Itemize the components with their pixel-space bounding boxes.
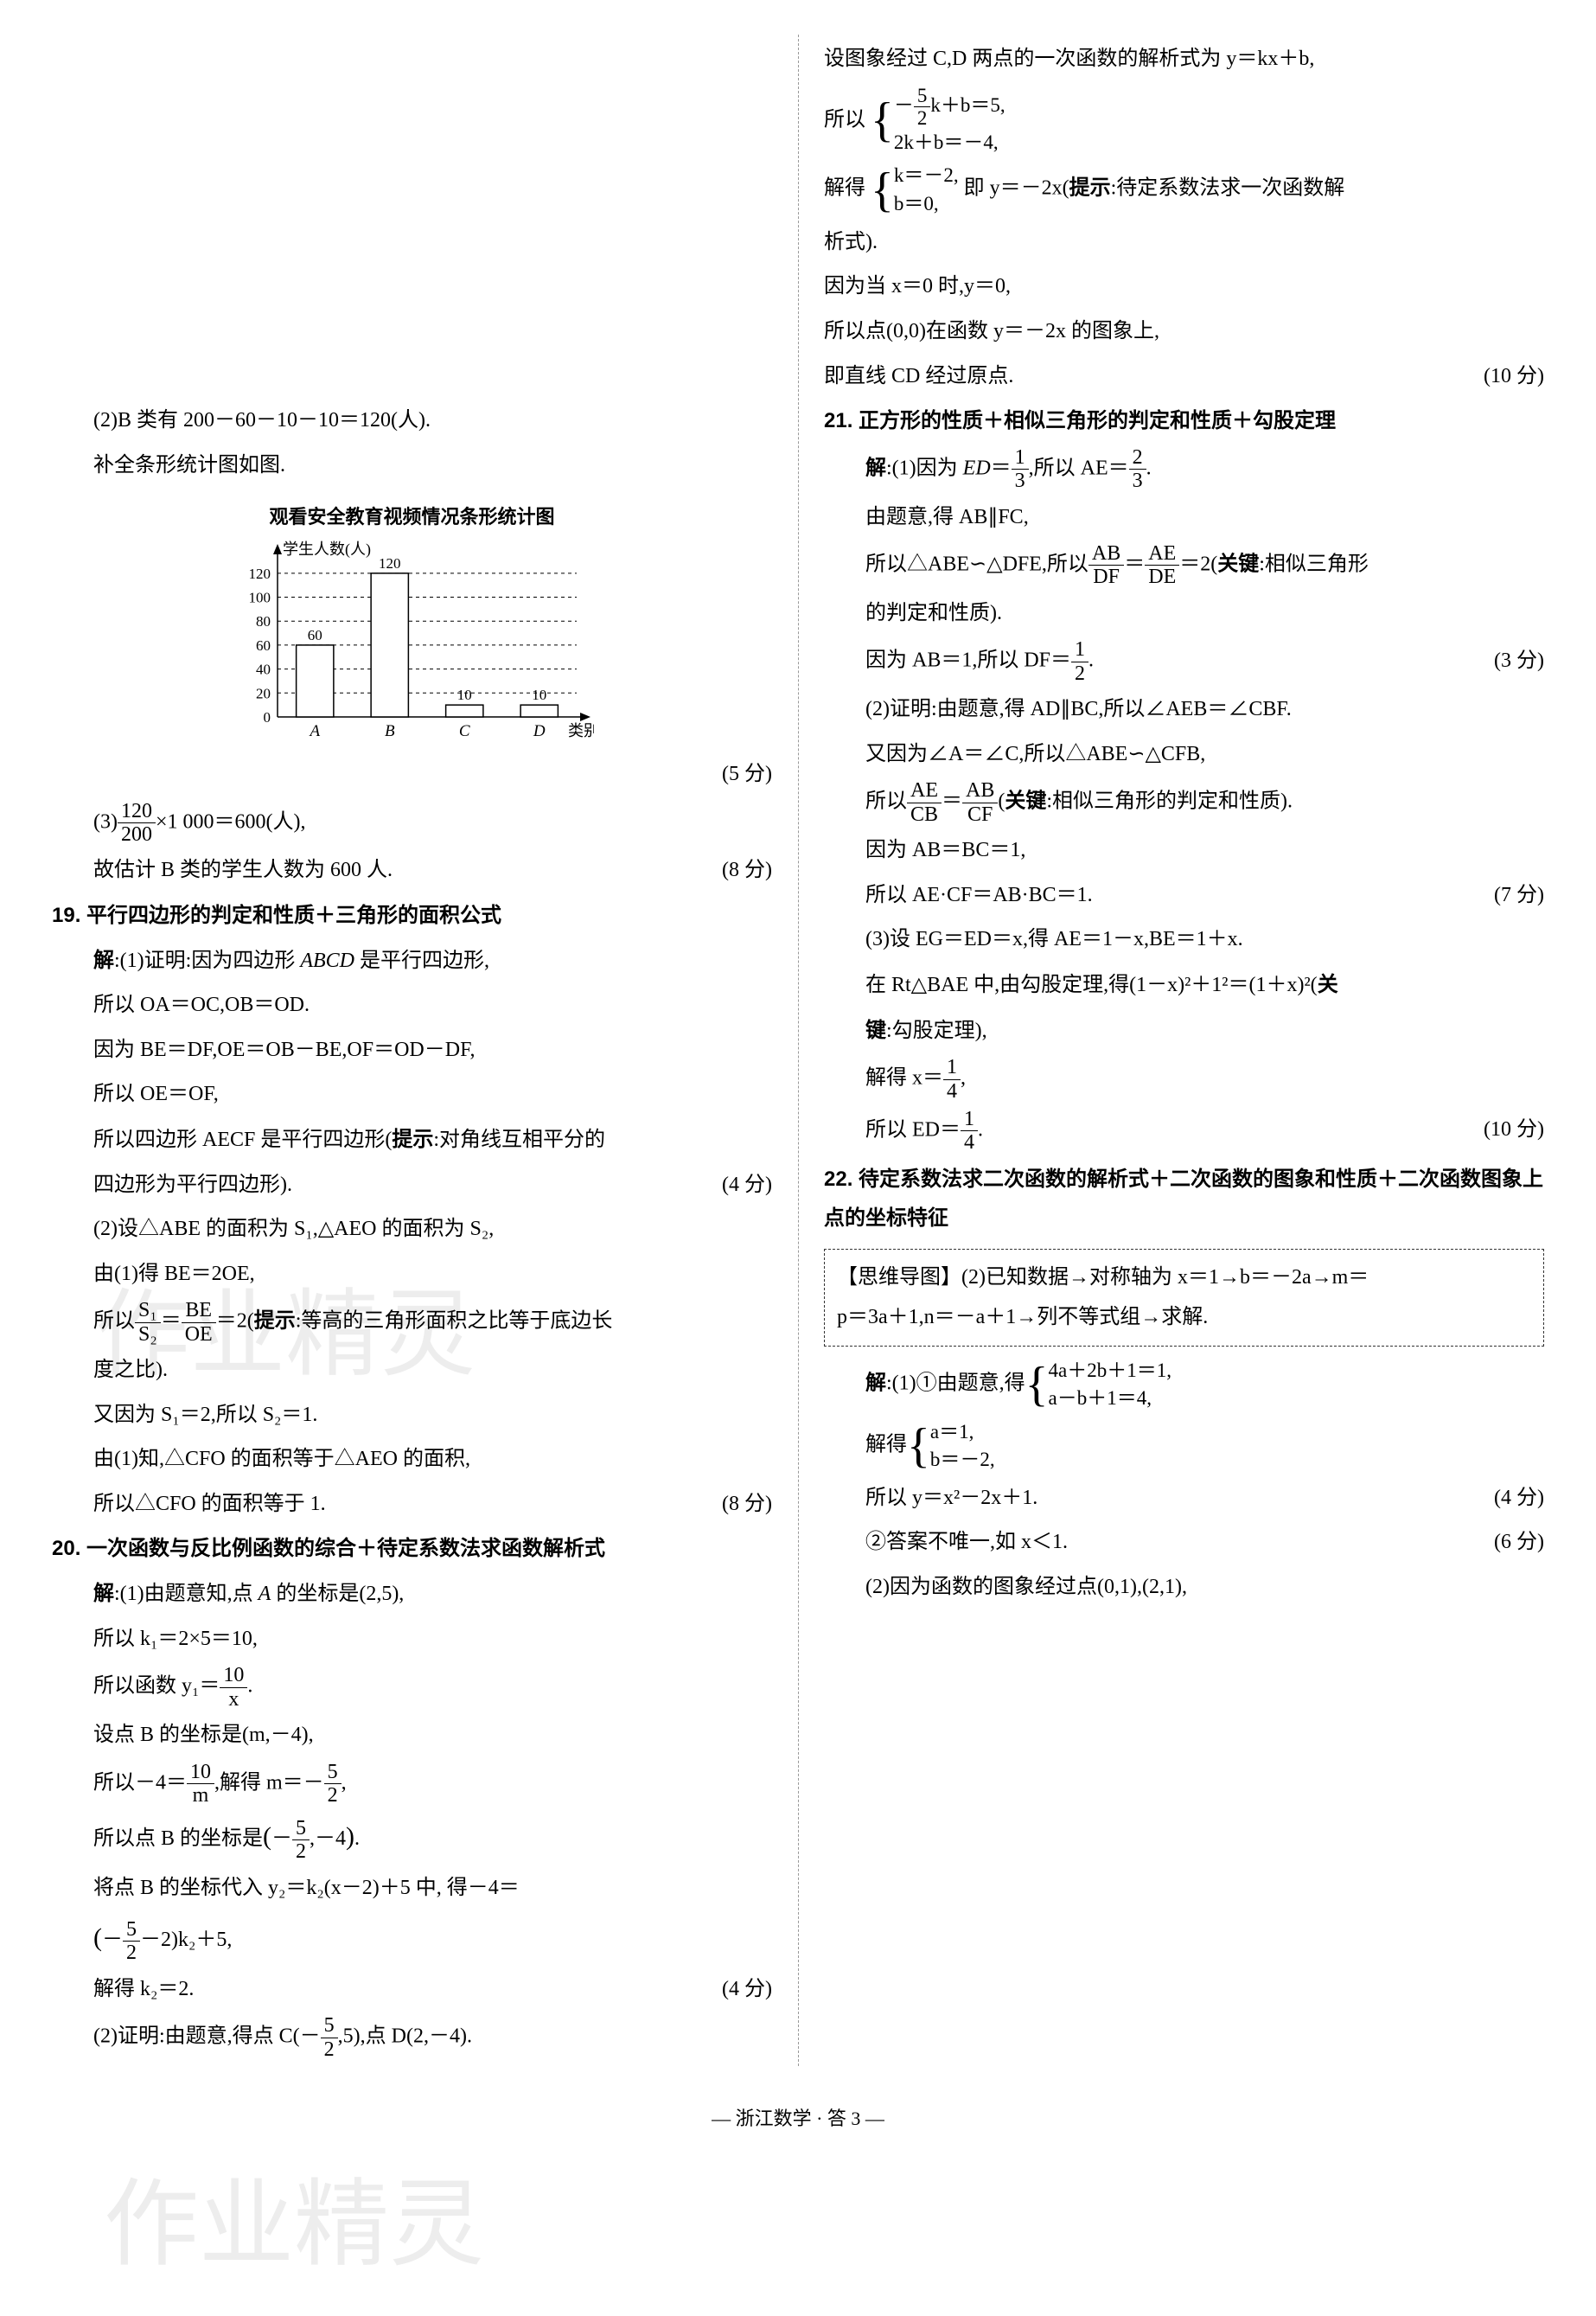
text-line: 即直线 CD 经过原点.(10 分) xyxy=(824,357,1544,397)
text-line: 设图象经过 C,D 两点的一次函数的解析式为 y＝kx＋b, xyxy=(824,40,1544,80)
left-column: 作业精灵 作业精灵 (2)B 类有 200－60－10－10＝120(人). 补… xyxy=(52,35,772,2066)
text-line: 所以点(0,0)在函数 y＝－2x 的图象上, xyxy=(824,312,1544,352)
text-line: 所以 OA＝OC,OB＝OD. xyxy=(52,986,772,1026)
chart-title: 观看安全教育视频情况条形统计图 xyxy=(52,499,772,535)
text-line: 所以 y＝x²－2x＋1.(4 分) xyxy=(824,1479,1544,1519)
equation-system: 解:(1)①由题意,得{4a＋2b＋1＝1,a－b＋1＝4, xyxy=(824,1357,1544,1412)
text-line: (－52－2)k₂＋5, xyxy=(52,1913,772,1964)
right-column: 设图象经过 C,D 两点的一次函数的解析式为 y＝kx＋b, 所以 { －52k… xyxy=(824,35,1544,2066)
text-line: 解解:(1)证明:因为四边形 ABCD 是平行四边形,:(1)证明:因为四边形 … xyxy=(52,941,772,982)
text-line: 将点 B 的坐标代入 y₂＝k₂(x－2)＋5 中, 得－4＝ xyxy=(52,1869,772,1909)
svg-text:120: 120 xyxy=(379,555,401,572)
svg-text:80: 80 xyxy=(256,613,271,630)
svg-text:A: A xyxy=(308,722,320,740)
svg-text:C: C xyxy=(458,722,469,740)
equation-system: 解得 { k＝－2,b＝0, 即 y＝－2x(提示:待定系数法求一次函数解 xyxy=(824,162,1544,217)
watermark: 作业精灵 xyxy=(104,2135,824,2316)
svg-text:120: 120 xyxy=(248,566,271,582)
box-line: 【思维导图】(2)已知数据→对称轴为 x＝1→b＝－2a→m＝ xyxy=(837,1258,1531,1298)
text-line: 所以函数 y₁＝10x. xyxy=(52,1664,772,1711)
question-title: 22. 待定系数法求二次函数的解析式＋二次函数的图象和性质＋二次函数图象上点的坐… xyxy=(824,1160,1544,1238)
text-line: 所以 ED＝14.(10 分) xyxy=(824,1108,1544,1155)
text-line: 由(1)知,△CFO 的面积等于△AEO 的面积, xyxy=(52,1440,772,1480)
text-line: 又因为∠A＝∠C,所以△ABE∽△CFB, xyxy=(824,735,1544,775)
text-line: 的判定和性质). xyxy=(824,594,1544,634)
bar-chart-svg: 学生人数(人) 0 20 40 60 80 100 120 60 A 120 B 10 C 10 D 类别 xyxy=(231,539,594,746)
text-line: 度之比). xyxy=(52,1351,772,1391)
text-line: 因为当 x＝0 时,y＝0, xyxy=(824,267,1544,307)
text-line: 键:勾股定理), xyxy=(824,1011,1544,1052)
svg-text:10: 10 xyxy=(532,687,546,703)
text-line: 又因为 S₁＝2,所以 S₂＝1. xyxy=(52,1396,772,1436)
text-line: 因为 AB＝BC＝1, xyxy=(824,831,1544,871)
question-title: 20. 一次函数与反比例函数的综合＋待定系数法求函数解析式 xyxy=(52,1529,772,1569)
svg-text:类别: 类别 xyxy=(568,722,594,739)
text-line: (3)设 EG＝ED＝x,得 AE＝1－x,BE＝1＋x. xyxy=(824,920,1544,960)
text-line: 析式). xyxy=(824,223,1544,263)
svg-text:100: 100 xyxy=(248,590,271,606)
equation-system: 解得{a＝1,b＝－2, xyxy=(824,1418,1544,1474)
text-line: 所以△ABE∽△DFE,所以ABDF＝AEDE＝2(关键:相似三角形 xyxy=(824,542,1544,589)
text-line: 所以 k₁＝2×5＝10, xyxy=(52,1620,772,1660)
svg-text:60: 60 xyxy=(307,627,322,643)
text-line: 所以AECB＝ABCF(关键:相似三角形的判定和性质). xyxy=(824,779,1544,826)
text-line: 因为 BE＝DF,OE＝OB－BE,OF＝OD－DF, xyxy=(52,1031,772,1071)
text-line: 因为 AB＝1,所以 DF＝12.(3 分) xyxy=(824,638,1544,685)
text-line: (2)证明:由题意,得 AD∥BC,所以∠AEB＝∠CBF. xyxy=(824,690,1544,730)
svg-text:60: 60 xyxy=(256,637,271,654)
svg-text:10: 10 xyxy=(456,687,471,703)
question-title: 19. 平行四边形的判定和性质＋三角形的面积公式 xyxy=(52,896,772,936)
text-line: 在 Rt△BAE 中,由勾股定理,得(1－x)²＋1²＝(1＋x)²(关 xyxy=(824,965,1544,1006)
box-line: p＝3a＋1,n＝－a＋1→列不等式组→求解. xyxy=(837,1298,1531,1338)
text-line: (2)证明:由题意,得点 C(－52,5),点 D(2,－4). xyxy=(52,2014,772,2061)
text-line: 解:(1)由题意知,点 A 的坐标是(2,5), xyxy=(52,1574,772,1615)
text-line: 解:(1)因为 ED＝13,所以 AE＝23. xyxy=(824,446,1544,493)
text-line: 补全条形统计图如图. xyxy=(52,446,772,486)
svg-text:D: D xyxy=(532,722,545,740)
text-line: 由(1)得 BE＝2OE, xyxy=(52,1255,772,1295)
page-footer: — 浙江数学 · 答 3 — xyxy=(52,2101,1544,2137)
text-line: (2)设△ABE 的面积为 S₁,△AEO 的面积为 S₂, xyxy=(52,1210,772,1250)
svg-text:学生人数(人): 学生人数(人) xyxy=(283,541,371,559)
text-line: 所以点 B 的坐标是((－－52,－4). xyxy=(52,1812,772,1863)
column-divider xyxy=(798,35,799,2066)
svg-text:20: 20 xyxy=(256,685,271,701)
text-line: 解得 k₂＝2.(4 分) xyxy=(52,1970,772,2010)
page: 作业精灵 作业精灵 (2)B 类有 200－60－10－10＝120(人). 补… xyxy=(52,35,1544,2066)
text-line: 所以S₁S₂＝BEOE＝2(提示:等高的三角形面积之比等于底边长 xyxy=(52,1299,772,1346)
score-line: (5 分) xyxy=(52,755,772,795)
equation-system: 所以 { －52k＋b＝5, 2k＋b＝－4, xyxy=(824,85,1544,157)
text-line: (2)因为函数的图象经过点(0,1),(2,1), xyxy=(824,1568,1544,1608)
text-line: 所以 OE＝OF, xyxy=(52,1075,772,1115)
text-line: 所以 AE·CF＝AB·BC＝1.(7 分) xyxy=(824,876,1544,916)
text-line: 设点 B 的坐标是(m,－4), xyxy=(52,1716,772,1756)
text-line: 所以四边形 AECF 是平行四边形(提示:对角线互相平分的 xyxy=(52,1120,772,1161)
text-line: ②答案不唯一,如 x＜1.(6 分) xyxy=(824,1523,1544,1563)
svg-text:0: 0 xyxy=(263,709,271,726)
svg-text:40: 40 xyxy=(256,662,271,678)
text-line: 所以△CFO 的面积等于 1.(8 分) xyxy=(52,1485,772,1525)
text-line: (2)B 类有 200－60－10－10＝120(人). xyxy=(52,401,772,441)
text-line: 故估计 B 类的学生人数为 600 人.(8 分) xyxy=(52,851,772,891)
text-line: 解得 x＝14, xyxy=(824,1056,1544,1103)
text-line: (3)120200×1 000＝600(人), xyxy=(52,800,772,847)
question-title: 21. 正方形的性质＋相似三角形的判定和性质＋勾股定理 xyxy=(824,401,1544,441)
text-line: 由题意,得 AB∥FC, xyxy=(824,498,1544,538)
bar-chart: 观看安全教育视频情况条形统计图 学生人数(人) 0 20 40 60 80 100 120 60… xyxy=(52,499,772,746)
thinking-box: 【思维导图】(2)已知数据→对称轴为 x＝1→b＝－2a→m＝ p＝3a＋1,n… xyxy=(824,1249,1544,1347)
text-line: 所以－4＝10m,解得 m＝－52, xyxy=(52,1761,772,1807)
text-line: 四边形为平行四边形).(4 分) xyxy=(52,1166,772,1206)
svg-text:B: B xyxy=(384,722,394,740)
